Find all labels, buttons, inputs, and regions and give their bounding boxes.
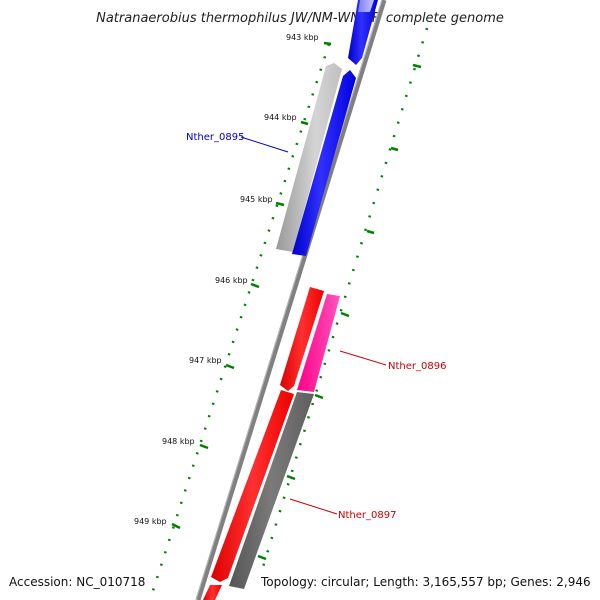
gene-label-nther-0896[interactable]: Nther_0896 [388,361,446,372]
kbp-label: 948 kbp [162,437,195,446]
kbp-major-ticks-left [171,41,332,530]
cds-red-lower[interactable] [203,390,294,600]
map-title: Natranaerobius thermophilus JW/NM-WN-LF,… [96,11,504,26]
gene-label-connectors [240,136,387,515]
accession-backdrop [0,570,150,594]
cds-gray-0897[interactable] [229,392,314,589]
kbp-label: 944 kbp [264,113,297,122]
cds-red-upper[interactable] [280,287,324,391]
cds-blue-upper[interactable] [348,0,378,65]
gene-labels: Nther_0895 Nther_0896 Nther_0897 [186,132,446,521]
summary-backdrop [258,570,600,594]
cds-blue-0895[interactable] [292,70,356,256]
kbp-label: 946 kbp [215,276,248,285]
kbp-labels: 943 kbp 944 kbp 945 kbp 946 kbp 947 kbp … [134,33,319,526]
genome-backbone [195,0,387,600]
kbp-label: 949 kbp [134,517,167,526]
feature-gray-0895[interactable] [276,63,342,252]
gene-label-nther-0897[interactable]: Nther_0897 [338,510,396,521]
accession-text: Accession: NC_010718 [9,575,145,589]
kbp-label: 945 kbp [240,195,273,204]
kbp-label: 947 kbp [189,356,222,365]
cds-pink-0896[interactable] [297,294,340,392]
kbp-label: 943 kbp [286,33,319,42]
gene-label-nther-0895[interactable]: Nther_0895 [186,132,244,143]
kbp-major-ticks-right [257,63,422,561]
genome-summary-text: Topology: circular; Length: 3,165,557 bp… [260,575,591,589]
